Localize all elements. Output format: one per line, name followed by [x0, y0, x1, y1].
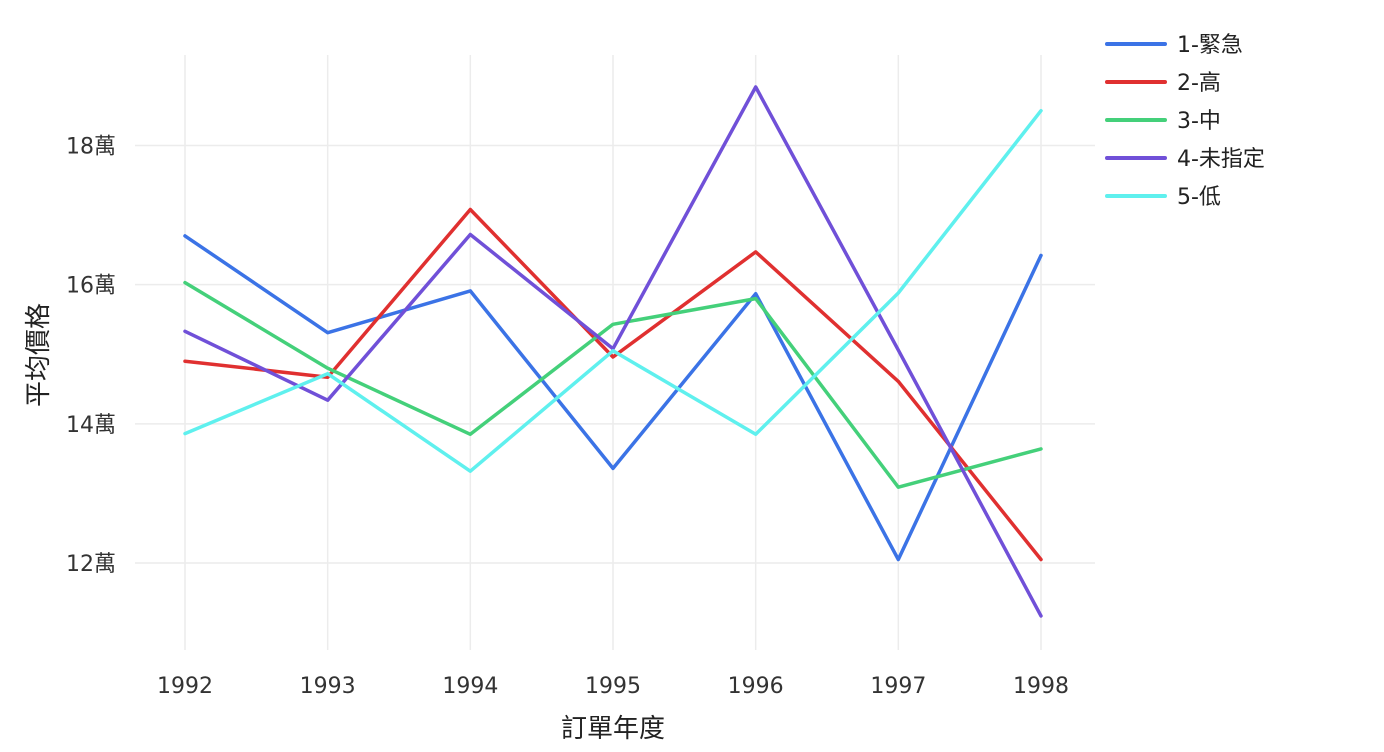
series-line	[183, 207, 1043, 562]
x-tick-label: 1998	[1013, 674, 1069, 699]
legend-label: 1-緊急	[1177, 33, 1243, 58]
series-line	[183, 280, 1043, 489]
legend-label: 4-未指定	[1177, 147, 1265, 172]
legend-label: 2-高	[1177, 71, 1221, 96]
x-tick-label: 1993	[300, 674, 356, 699]
x-axis-ticks: 1992 1993 1994 1995 1996 1997 1998	[157, 674, 1069, 699]
legend: 1-緊急 2-高 3-中 4-未指定 5-低	[1105, 33, 1265, 210]
y-tick-label: 12萬	[66, 552, 116, 577]
series-line	[183, 234, 1043, 562]
y-tick-label: 14萬	[66, 413, 116, 438]
y-tick-label: 18萬	[66, 134, 116, 159]
series-lines	[183, 85, 1043, 618]
series-line	[183, 85, 1043, 618]
x-axis-title: 訂單年度	[561, 714, 665, 744]
x-tick-label: 1992	[157, 674, 213, 699]
series-line	[183, 108, 1043, 473]
x-tick-label: 1996	[728, 674, 784, 699]
y-tick-label: 16萬	[66, 274, 116, 299]
grid-lines	[135, 55, 1095, 650]
x-tick-label: 1997	[870, 674, 926, 699]
y-axis-title: 平均價格	[24, 303, 54, 407]
legend-label: 3-中	[1177, 109, 1221, 134]
y-axis-ticks: 12萬 14萬 16萬 18萬	[66, 134, 116, 577]
legend-label: 5-低	[1177, 185, 1221, 210]
x-tick-label: 1994	[442, 674, 498, 699]
x-tick-label: 1995	[585, 674, 641, 699]
